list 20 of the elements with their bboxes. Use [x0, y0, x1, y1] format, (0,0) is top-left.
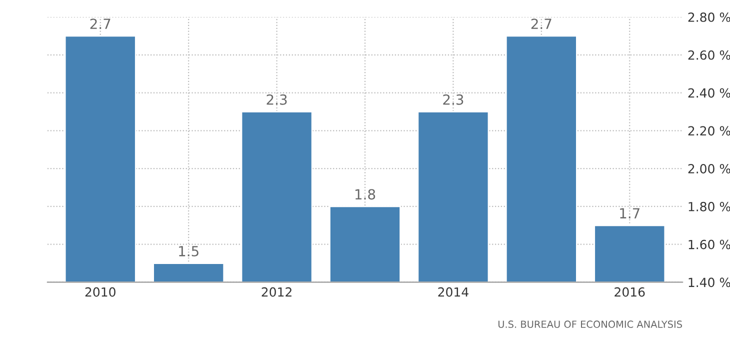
y-tick-label: 2.20 % — [688, 126, 730, 136]
x-tick-label: 2010 — [85, 287, 116, 297]
text: U.S. BUREAU OF ECONOMIC ANALYSIS — [498, 320, 682, 328]
y-tick-label: 1.60 % — [688, 240, 730, 250]
data-label: 1.5 — [179, 246, 198, 256]
x-tick-label: 2012 — [262, 287, 292, 297]
data-label: 2.7 — [90, 18, 110, 29]
y-tick-label: 2.00 % — [688, 164, 730, 174]
y-tick-label: 2.40 % — [688, 88, 730, 98]
x-tick-label: 2014 — [438, 287, 468, 297]
data-label: 2.3 — [266, 94, 287, 105]
data-label: 2.3 — [443, 94, 464, 105]
y-tick-label: 2.80 % — [688, 12, 730, 22]
y-tick-label: 1.80 % — [688, 202, 730, 212]
x-tick-label: 2016 — [614, 287, 645, 297]
data-label: 1.8 — [355, 189, 376, 200]
y-tick-label: 2.60 % — [688, 50, 730, 60]
data-label: 1.7 — [620, 208, 640, 218]
data-label: 2.7 — [531, 18, 552, 29]
y-tick-label: 1.40 % — [688, 278, 730, 288]
